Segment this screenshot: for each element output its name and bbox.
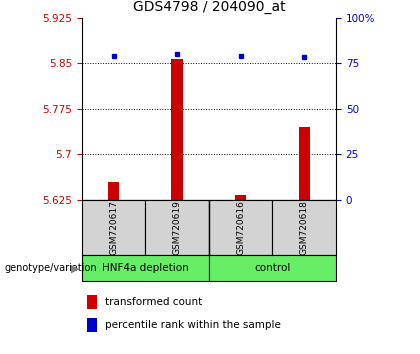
Text: control: control bbox=[254, 263, 291, 273]
Bar bbox=[145, 200, 209, 255]
Bar bbox=[87, 296, 97, 309]
Text: GSM720616: GSM720616 bbox=[236, 200, 245, 255]
Bar bbox=[82, 200, 145, 255]
Bar bbox=[235, 195, 247, 200]
Text: transformed count: transformed count bbox=[105, 297, 202, 307]
Bar bbox=[209, 200, 273, 255]
Title: GDS4798 / 204090_at: GDS4798 / 204090_at bbox=[133, 0, 285, 14]
Text: GSM720619: GSM720619 bbox=[173, 200, 182, 255]
Text: genotype/variation: genotype/variation bbox=[4, 263, 97, 273]
Bar bbox=[171, 59, 183, 200]
Bar bbox=[82, 255, 209, 281]
Bar bbox=[209, 255, 336, 281]
Text: percentile rank within the sample: percentile rank within the sample bbox=[105, 320, 281, 330]
Text: HNF4a depletion: HNF4a depletion bbox=[102, 263, 189, 273]
Bar bbox=[87, 318, 97, 332]
Text: GSM720618: GSM720618 bbox=[300, 200, 309, 255]
Text: GSM720617: GSM720617 bbox=[109, 200, 118, 255]
Bar bbox=[108, 182, 119, 200]
Bar bbox=[273, 200, 336, 255]
Bar bbox=[299, 127, 310, 200]
Text: ▶: ▶ bbox=[71, 263, 80, 273]
